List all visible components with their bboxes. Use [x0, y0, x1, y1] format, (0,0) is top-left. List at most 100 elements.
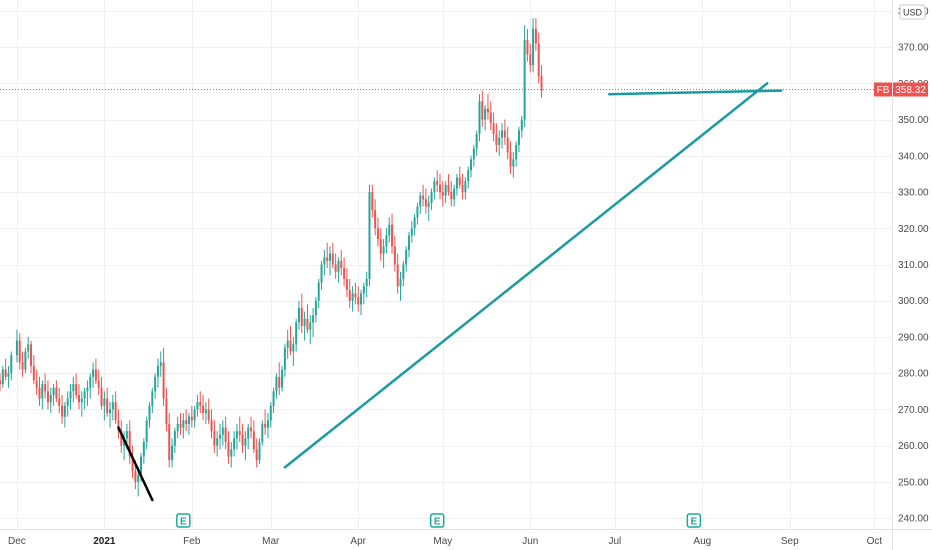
candle: [329, 246, 331, 276]
y-tick-label: 330.00: [898, 188, 929, 199]
candle: [15, 329, 18, 363]
candle: [241, 423, 244, 453]
candle: [80, 391, 83, 417]
candle: [41, 380, 44, 410]
x-axis[interactable]: Dec 2021 Feb Mar Apr May Jun Jul Aug Sep Oct: [8, 536, 882, 547]
candle: [512, 152, 515, 178]
candle: [216, 431, 219, 457]
candle: [303, 311, 306, 341]
trendlines[interactable]: [117, 82, 783, 502]
candle: [374, 199, 377, 236]
candle: [86, 380, 89, 406]
candle: [204, 402, 207, 424]
candle: [501, 123, 504, 149]
candle: [439, 173, 441, 200]
x-tick-label: Aug: [693, 536, 711, 547]
candle: [478, 94, 481, 142]
currency-badge[interactable]: USD: [899, 4, 926, 20]
candle: [484, 105, 487, 131]
y-tick-label: 240.00: [898, 514, 929, 525]
candle: [159, 351, 162, 377]
candle: [368, 184, 371, 287]
candle: [515, 141, 518, 167]
candle: [470, 155, 473, 178]
candle: [193, 405, 196, 428]
candle: [532, 18, 535, 73]
candle: [154, 373, 157, 399]
candle: [362, 282, 365, 305]
currency-label: USD: [903, 8, 923, 18]
candle: [92, 362, 95, 388]
candle: [441, 181, 444, 207]
candle: [66, 391, 69, 417]
candle: [354, 282, 357, 305]
candle: [52, 384, 55, 406]
candle: [207, 398, 210, 424]
candle: [523, 25, 526, 127]
candle: [472, 144, 475, 167]
candle: [503, 119, 506, 145]
candle: [151, 387, 154, 414]
x-tick-label: Jul: [608, 536, 621, 547]
candle: [117, 409, 120, 439]
x-tick-label: Apr: [350, 536, 366, 547]
candle: [410, 221, 413, 243]
candle: [162, 347, 165, 406]
candle: [35, 369, 38, 395]
earnings-marker[interactable]: E: [686, 513, 702, 528]
candle: [168, 413, 171, 468]
candle: [430, 188, 433, 211]
candle: [114, 391, 117, 424]
candle: [233, 431, 236, 457]
candle: [340, 250, 343, 276]
candle: [492, 112, 495, 142]
candle: [24, 347, 27, 374]
candle: [49, 387, 52, 414]
candle: [467, 166, 470, 189]
trendline-horizontal-resistance[interactable]: [607, 89, 783, 96]
candle: [405, 246, 408, 272]
earnings-marker[interactable]: E: [176, 513, 191, 528]
candle: [7, 365, 10, 388]
candle: [72, 376, 75, 403]
candle: [407, 231, 410, 258]
candle: [27, 336, 30, 359]
earnings-label: E: [434, 517, 441, 528]
candle: [461, 173, 464, 200]
candle: [348, 278, 351, 308]
candle: [235, 423, 238, 450]
y-tick-label: 310.00: [898, 260, 929, 271]
candle: [120, 420, 123, 453]
ticker-badge-bg: [874, 82, 892, 97]
candle: [55, 380, 58, 403]
candle: [69, 384, 72, 410]
candle: [89, 373, 92, 399]
candle: [357, 286, 360, 312]
candle: [534, 18, 537, 51]
y-tick-label: 260.00: [898, 441, 929, 452]
candle: [379, 228, 382, 261]
candle: [540, 65, 543, 98]
candle: [230, 442, 233, 468]
candle: [252, 420, 255, 453]
candle: [190, 405, 193, 428]
trendline-rising-support[interactable]: [283, 82, 769, 469]
x-tick-label: May: [433, 536, 452, 547]
candle: [1, 365, 4, 388]
candle: [416, 202, 419, 225]
candle: [38, 376, 41, 406]
earnings-marker[interactable]: E: [429, 513, 445, 528]
candle: [326, 242, 329, 269]
candle: [337, 257, 340, 283]
candle: [75, 373, 78, 399]
candle: [436, 170, 439, 193]
candle: [365, 271, 368, 298]
x-tick-label: Dec: [8, 536, 26, 547]
trendline-black-decline[interactable]: [117, 426, 154, 502]
candle: [309, 315, 312, 345]
candle: [495, 123, 498, 153]
last-price-label: 358.32: [895, 85, 926, 96]
x-tick-label: Oct: [867, 536, 883, 547]
